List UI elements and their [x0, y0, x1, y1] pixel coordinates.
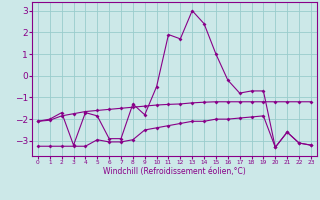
X-axis label: Windchill (Refroidissement éolien,°C): Windchill (Refroidissement éolien,°C) — [103, 167, 246, 176]
